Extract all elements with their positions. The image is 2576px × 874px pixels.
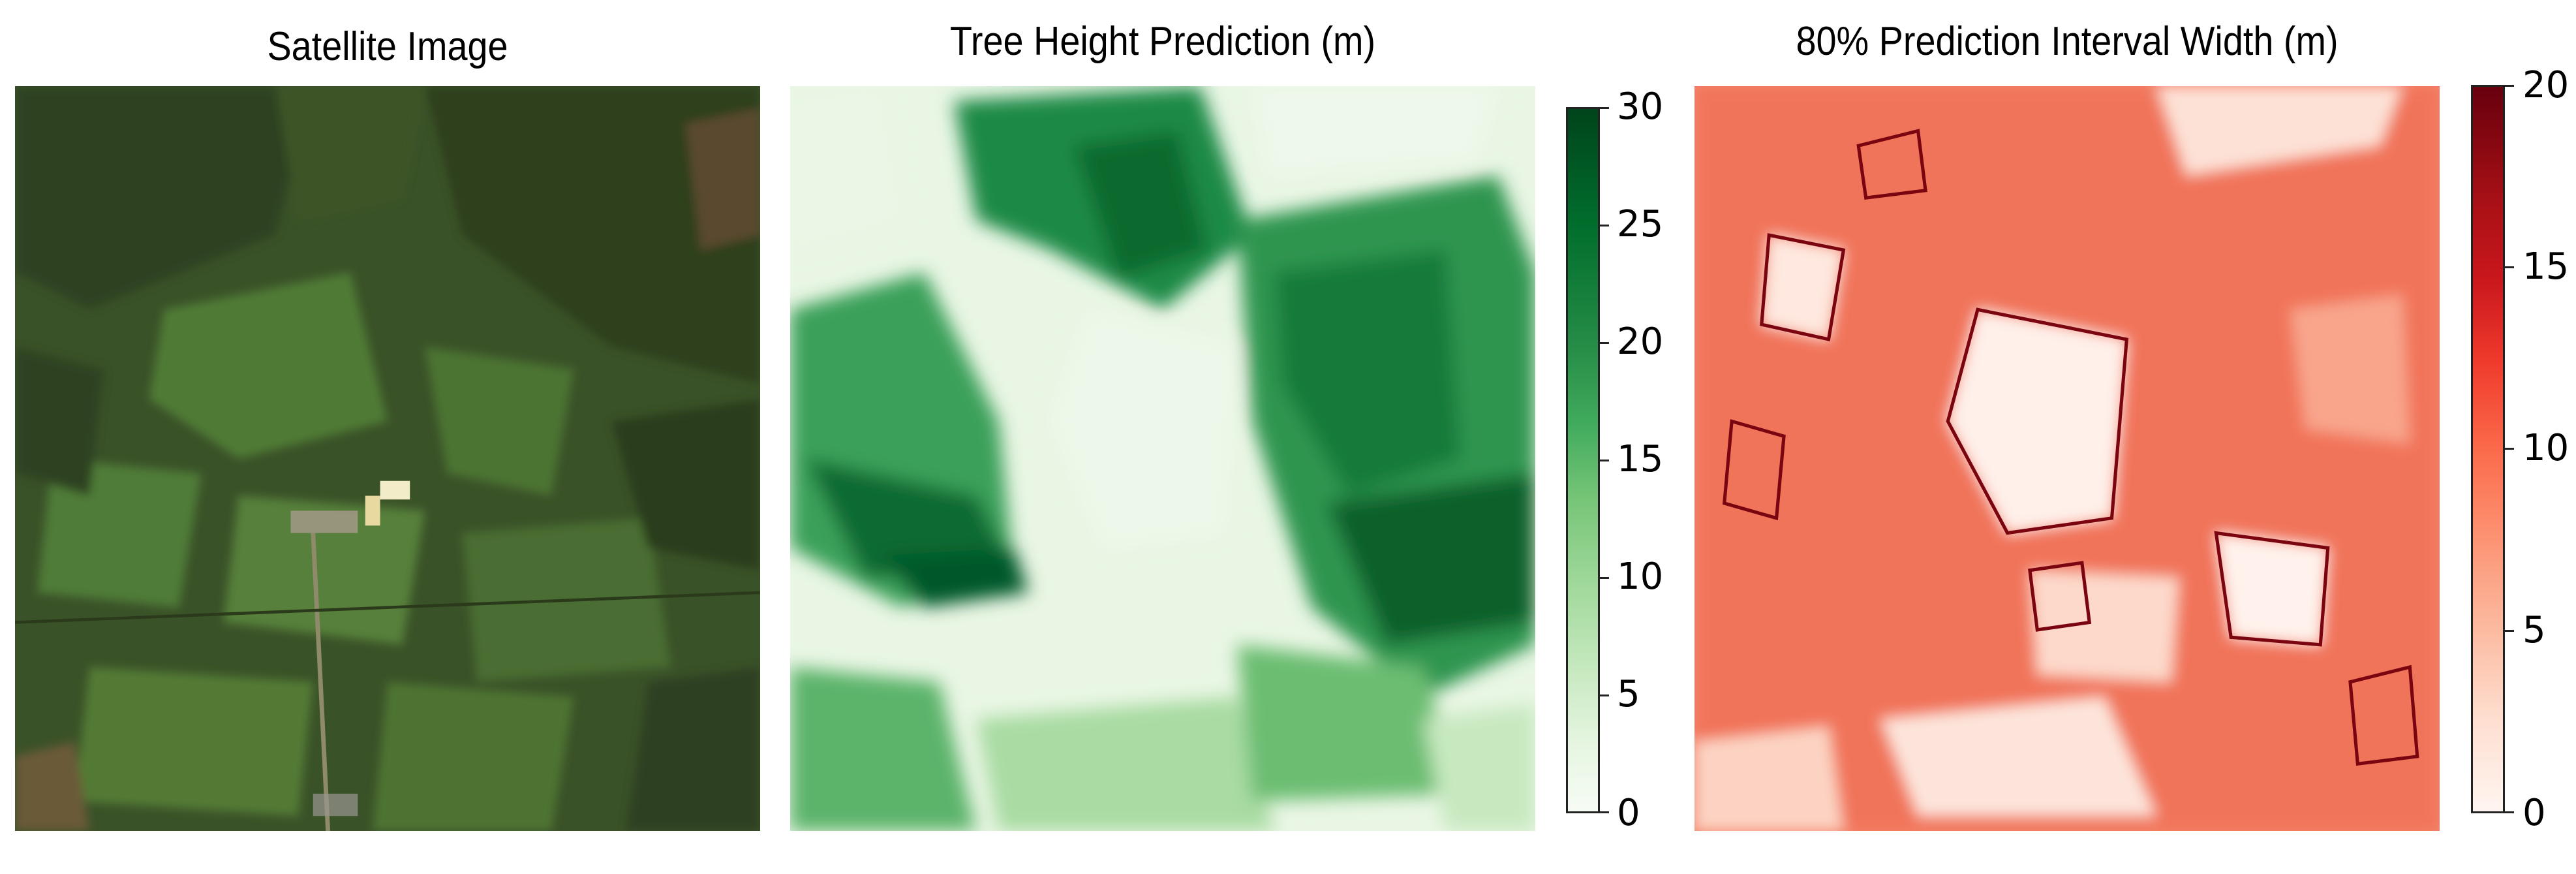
height-title: Tree Height Prediction (m) [949, 19, 1376, 64]
tick-label: 15 [2522, 245, 2569, 288]
tick-label: 30 [1617, 86, 1664, 128]
tick-label: 15 [1617, 438, 1664, 480]
interval-width-heatmap [1694, 86, 2440, 831]
satellite-title: Satellite Image [267, 24, 508, 69]
tick-label: 10 [1617, 555, 1664, 598]
tick-label: 5 [1617, 673, 1640, 715]
interval-title: 80% Prediction Interval Width (m) [1796, 19, 2338, 64]
tick-label: 20 [1617, 320, 1664, 363]
tick-label: 0 [1617, 792, 1640, 834]
tree-height-heatmap [790, 86, 1535, 831]
tick-label: 20 [2522, 64, 2569, 106]
interval-colorbar [2471, 85, 2505, 813]
tick-label: 25 [1617, 203, 1664, 245]
tick-label: 5 [2522, 609, 2546, 651]
satellite-image [15, 86, 760, 831]
tick-label: 0 [2522, 792, 2546, 834]
height-colorbar [1566, 107, 1600, 813]
tick-label: 10 [2522, 427, 2569, 469]
